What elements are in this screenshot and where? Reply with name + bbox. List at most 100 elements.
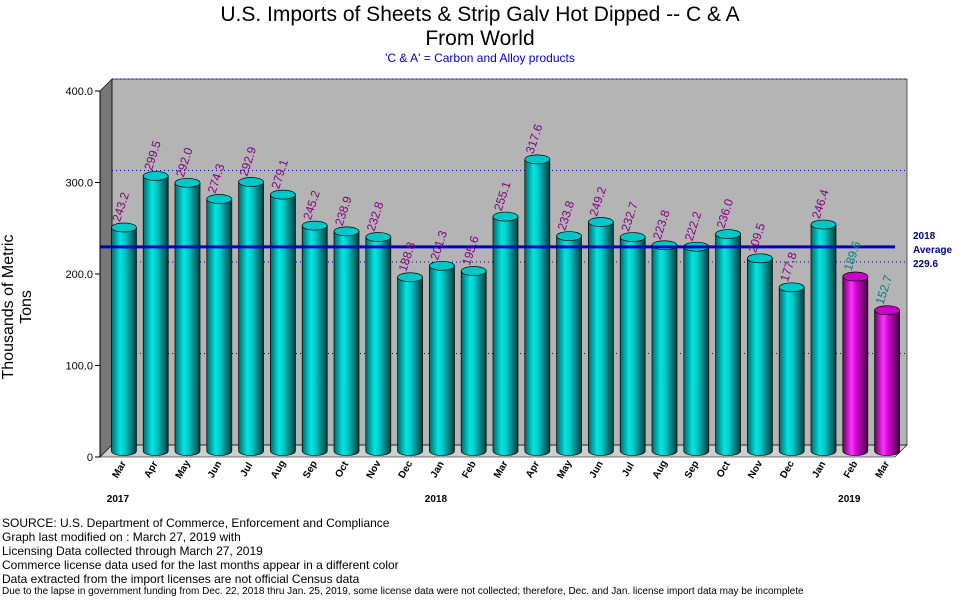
x-tick-label: Feb: [842, 459, 860, 480]
x-tick-label: Sep: [301, 459, 320, 480]
bar: [715, 229, 741, 456]
bar-top: [111, 222, 137, 233]
bar: [429, 260, 455, 456]
x-tick-label: May: [555, 458, 574, 481]
bar-top: [429, 260, 455, 271]
bar-body: [492, 216, 519, 456]
bar-body: [683, 246, 710, 456]
y-tick-label: 100.0: [65, 361, 93, 373]
bar-body: [174, 182, 201, 456]
x-tick-label: Mar: [874, 459, 892, 480]
y-tick-label: 200.0: [65, 269, 93, 281]
bar-top: [556, 231, 582, 241]
bar-top: [810, 219, 837, 230]
bar: [683, 241, 710, 456]
bar-top: [333, 226, 360, 237]
bar-body: [715, 233, 741, 456]
bar-body: [747, 257, 773, 456]
bar-body: [810, 224, 837, 456]
bar-body: [524, 159, 551, 456]
bar-top: [301, 220, 328, 231]
bar-body: [397, 276, 423, 456]
x-tick-label: Sep: [683, 459, 702, 480]
bar-body: [651, 244, 678, 456]
bar-top: [270, 189, 296, 200]
bar: [492, 211, 519, 456]
year-label: 2019: [838, 494, 861, 505]
bar-top: [778, 282, 805, 293]
bar: [333, 226, 360, 456]
bar: [397, 272, 423, 456]
bar-body: [301, 225, 328, 456]
bar-top: [715, 229, 741, 239]
bar-top: [588, 217, 614, 227]
x-tick-label: Aug: [269, 459, 288, 481]
x-tick-label: Dec: [778, 459, 797, 481]
bar-top: [842, 271, 869, 282]
bar: [747, 253, 773, 456]
bar-top: [619, 232, 646, 242]
chart-title-line2: From World: [425, 27, 535, 50]
bar: [842, 271, 869, 456]
bar-top: [397, 272, 423, 283]
bar: [778, 282, 805, 456]
year-label: 2018: [425, 494, 448, 505]
bar: [810, 219, 837, 456]
average-label: Average: [913, 245, 953, 256]
plot-side-wall: [99, 78, 113, 458]
bar-top: [238, 177, 264, 187]
chart-title-line1: U.S. Imports of Sheets & Strip Galv Hot …: [220, 3, 740, 26]
y-tick-label: 400.0: [65, 86, 93, 98]
x-tick-label: Dec: [397, 459, 416, 481]
bar-body: [588, 221, 614, 456]
x-tick-label: Jul: [620, 461, 637, 479]
bar: [206, 194, 233, 456]
x-tick-label: May: [174, 458, 193, 481]
bar-body: [238, 181, 264, 456]
bar: [460, 266, 487, 456]
x-tick-label: Oct: [715, 459, 733, 480]
bar-top: [524, 154, 551, 165]
footer-funding-note: Due to the lapse in government funding f…: [2, 586, 804, 597]
x-tick-label: Apr: [142, 459, 160, 480]
bar-body: [270, 194, 296, 456]
bar-body: [206, 198, 233, 456]
chart-subtitle: 'C & A' = Carbon and Alloy products: [385, 51, 575, 65]
footer-source: SOURCE: U.S. Department of Commerce, Enf…: [2, 516, 390, 530]
bar-top: [874, 305, 900, 316]
x-tick-label: Aug: [651, 459, 670, 481]
x-tick-label: Nov: [746, 458, 765, 480]
bar: [174, 177, 201, 456]
bar-body: [365, 236, 392, 456]
x-tick-label: Oct: [333, 459, 351, 480]
footer-licensing: Licensing Data collected through March 2…: [2, 544, 263, 558]
bar: [111, 222, 137, 456]
x-tick-label: Jun: [206, 459, 224, 480]
bar: [874, 305, 900, 456]
x-tick-label: Jan: [429, 460, 447, 480]
x-tick-label: Feb: [460, 459, 478, 480]
bar-body: [142, 175, 169, 456]
average-label: 2018: [913, 231, 936, 242]
bar: [142, 171, 169, 456]
bar-body: [111, 227, 137, 456]
bar-body: [556, 235, 582, 456]
x-tick-label: Jan: [810, 460, 828, 480]
footer-color-note: Commerce license data used for the last …: [2, 558, 399, 572]
bar: [619, 232, 646, 456]
bar-top: [206, 194, 233, 204]
y-tick-label: 300.0: [65, 178, 93, 190]
x-tick-label: Mar: [492, 459, 510, 480]
bar-body: [619, 236, 646, 456]
x-tick-label: Jun: [588, 459, 606, 480]
average-label: 229.6: [913, 259, 938, 270]
bar: [301, 220, 328, 456]
bar: [524, 154, 551, 456]
bar: [238, 177, 264, 456]
bar-body: [429, 265, 455, 456]
y-tick-label: 0: [87, 452, 93, 464]
bar-top: [174, 177, 201, 188]
bar-body: [874, 309, 900, 456]
bar-body: [778, 286, 805, 456]
